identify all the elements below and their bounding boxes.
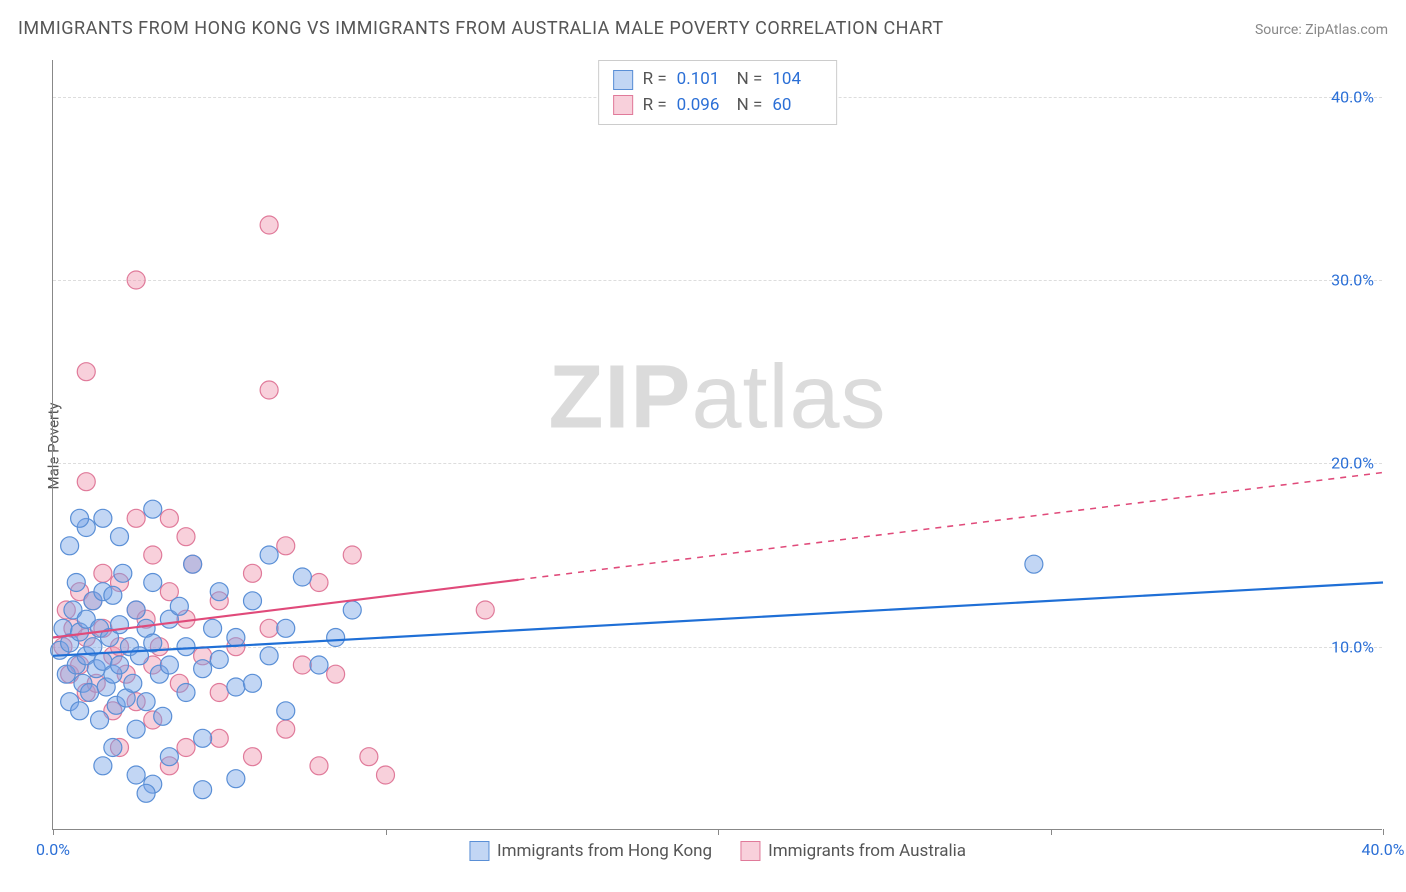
legend: Immigrants from Hong Kong Immigrants fro… bbox=[469, 841, 966, 861]
data-point bbox=[343, 601, 361, 619]
data-point bbox=[260, 619, 278, 637]
data-point bbox=[293, 656, 311, 674]
data-point bbox=[111, 656, 129, 674]
x-tick-label: 40.0% bbox=[1362, 840, 1405, 859]
legend-label-a: Immigrants from Hong Kong bbox=[497, 841, 712, 861]
data-point bbox=[327, 629, 345, 647]
swatch-series-a bbox=[613, 70, 633, 90]
data-point bbox=[476, 601, 494, 619]
data-point bbox=[127, 271, 145, 289]
data-point bbox=[160, 748, 178, 766]
data-point bbox=[1025, 555, 1043, 573]
data-point bbox=[154, 707, 172, 725]
swatch-series-b bbox=[613, 95, 633, 115]
data-point bbox=[310, 757, 328, 775]
data-point bbox=[127, 720, 145, 738]
trend-line-dashed bbox=[519, 473, 1384, 580]
x-tick-label: 0.0% bbox=[36, 840, 70, 859]
stats-row-a: R = 0.101 N = 104 bbox=[613, 67, 823, 93]
plot-area: ZIPatlas 10.0%20.0%30.0%40.0%0.0%40.0% R… bbox=[52, 60, 1382, 830]
x-tick bbox=[386, 829, 387, 835]
data-point bbox=[227, 629, 245, 647]
data-point bbox=[194, 660, 212, 678]
data-point bbox=[61, 537, 79, 555]
swatch-series-b bbox=[740, 841, 760, 861]
data-point bbox=[137, 693, 155, 711]
data-point bbox=[144, 574, 162, 592]
stats-box: R = 0.101 N = 104 R = 0.096 N = 60 bbox=[598, 60, 838, 125]
data-point bbox=[210, 729, 228, 747]
data-point bbox=[144, 500, 162, 518]
data-point bbox=[227, 770, 245, 788]
data-point bbox=[184, 555, 202, 573]
legend-item-a: Immigrants from Hong Kong bbox=[469, 841, 712, 861]
x-tick bbox=[1383, 829, 1384, 835]
data-point bbox=[244, 564, 262, 582]
data-point bbox=[71, 702, 89, 720]
data-point bbox=[277, 720, 295, 738]
data-point bbox=[204, 619, 222, 637]
data-point bbox=[277, 537, 295, 555]
data-point bbox=[227, 678, 245, 696]
data-point bbox=[71, 509, 89, 527]
data-point bbox=[293, 568, 311, 586]
data-point bbox=[104, 586, 122, 604]
source-label: Source: ZipAtlas.com bbox=[1255, 22, 1388, 38]
data-point bbox=[77, 473, 95, 491]
data-point bbox=[91, 711, 109, 729]
data-point bbox=[277, 702, 295, 720]
data-point bbox=[160, 509, 178, 527]
data-point bbox=[260, 216, 278, 234]
x-tick bbox=[53, 829, 54, 835]
data-point bbox=[194, 729, 212, 747]
data-point bbox=[144, 546, 162, 564]
data-point bbox=[127, 509, 145, 527]
scatter-svg bbox=[53, 60, 1382, 829]
x-tick bbox=[1051, 829, 1052, 835]
stats-row-b: R = 0.096 N = 60 bbox=[613, 93, 823, 119]
legend-label-b: Immigrants from Australia bbox=[768, 841, 966, 861]
data-point bbox=[343, 546, 361, 564]
data-point bbox=[210, 583, 228, 601]
data-point bbox=[160, 656, 178, 674]
data-point bbox=[94, 757, 112, 775]
data-point bbox=[260, 647, 278, 665]
data-point bbox=[260, 381, 278, 399]
data-point bbox=[360, 748, 378, 766]
data-point bbox=[94, 509, 112, 527]
data-point bbox=[177, 528, 195, 546]
data-point bbox=[310, 574, 328, 592]
chart-title: IMMIGRANTS FROM HONG KONG VS IMMIGRANTS … bbox=[18, 18, 944, 39]
data-point bbox=[137, 784, 155, 802]
data-point bbox=[194, 781, 212, 799]
data-point bbox=[277, 619, 295, 637]
data-point bbox=[114, 564, 132, 582]
data-point bbox=[67, 574, 85, 592]
data-point bbox=[127, 766, 145, 784]
data-point bbox=[244, 748, 262, 766]
data-point bbox=[210, 684, 228, 702]
data-point bbox=[81, 684, 99, 702]
data-point bbox=[377, 766, 395, 784]
x-tick bbox=[718, 829, 719, 835]
data-point bbox=[124, 674, 142, 692]
data-point bbox=[310, 656, 328, 674]
data-point bbox=[94, 564, 112, 582]
data-point bbox=[177, 684, 195, 702]
data-point bbox=[244, 592, 262, 610]
data-point bbox=[327, 665, 345, 683]
data-point bbox=[260, 546, 278, 564]
data-point bbox=[127, 601, 145, 619]
data-point bbox=[77, 363, 95, 381]
data-point bbox=[244, 674, 262, 692]
data-point bbox=[111, 528, 129, 546]
data-point bbox=[170, 597, 188, 615]
data-point bbox=[210, 651, 228, 669]
data-point bbox=[104, 739, 122, 757]
legend-item-b: Immigrants from Australia bbox=[740, 841, 966, 861]
data-point bbox=[177, 638, 195, 656]
swatch-series-a bbox=[469, 841, 489, 861]
data-point bbox=[177, 739, 195, 757]
